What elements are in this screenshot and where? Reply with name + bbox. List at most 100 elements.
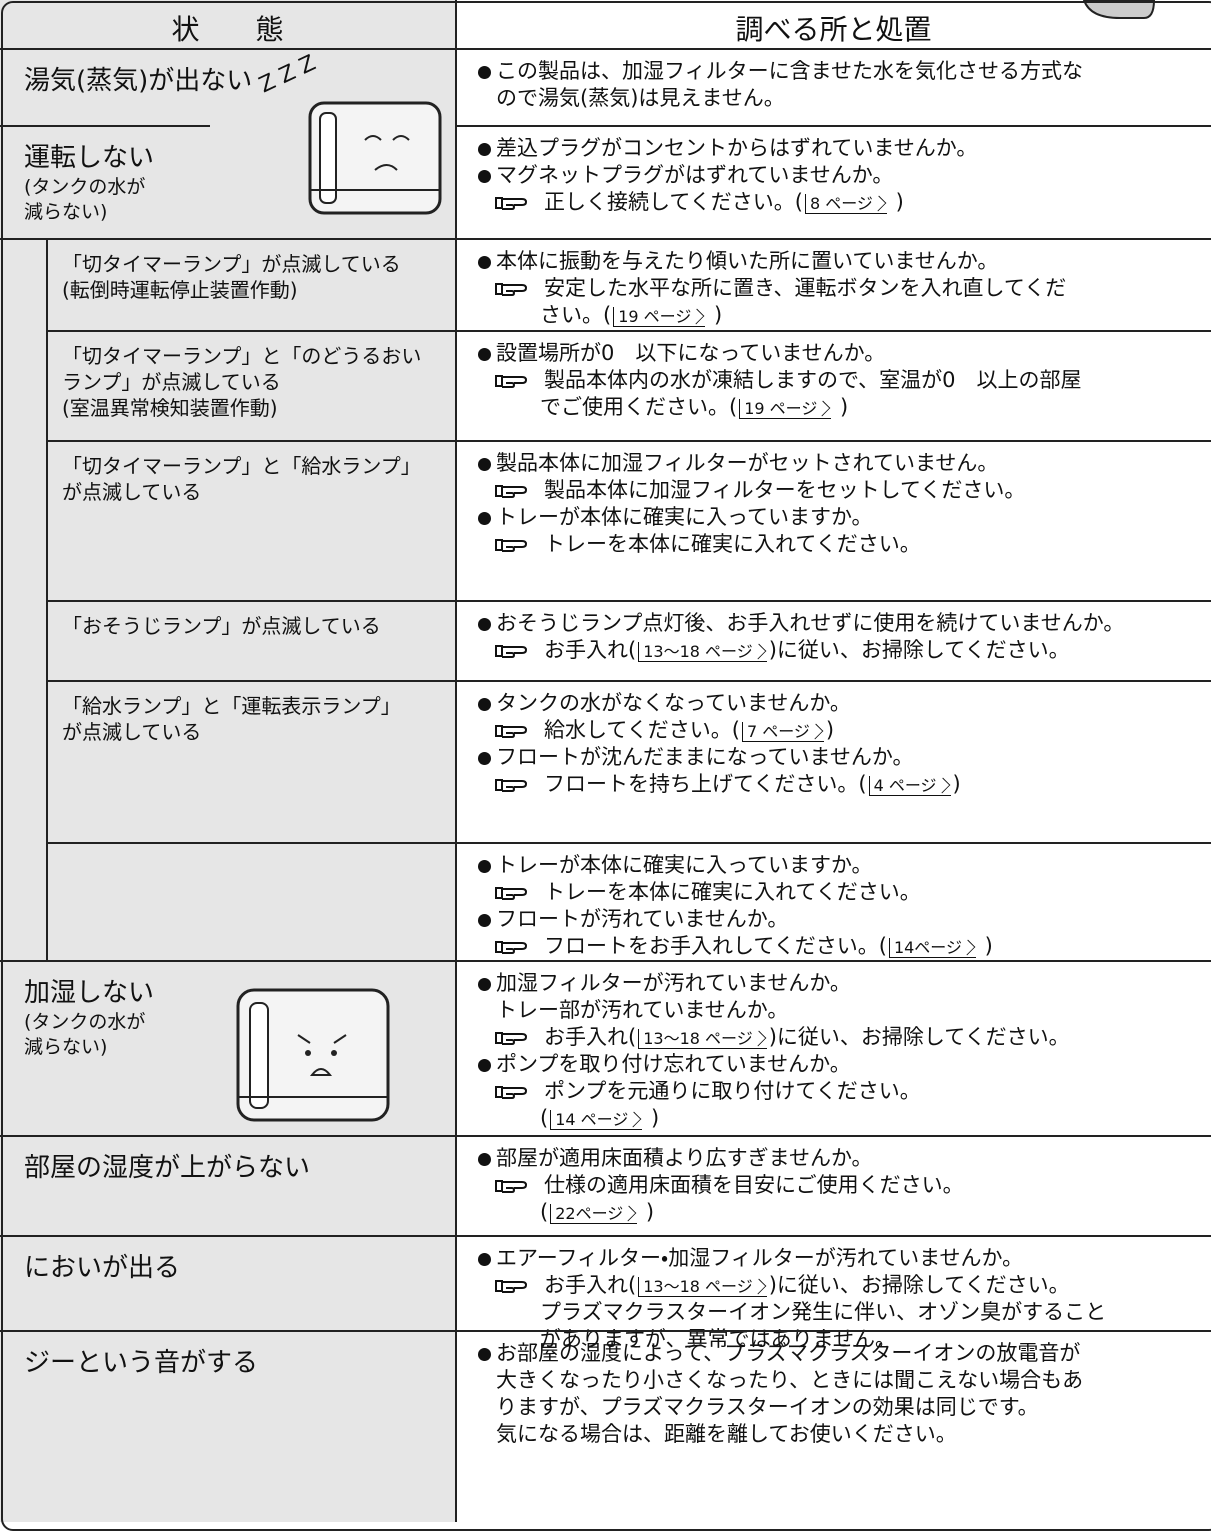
check-line: お手入れ(13～18 ページ)に従い、お掃除してください。 [544, 1024, 1070, 1052]
bullet [478, 1153, 491, 1166]
check-line: トレーが本体に確実に入っていますか。 [496, 504, 873, 531]
header-state: 状 態 [171, 13, 284, 46]
state-note: (タンクの水が [24, 176, 146, 198]
sub-state-label: が点滅している [62, 720, 202, 744]
check-text: ) [833, 395, 849, 419]
check-line: ポンプを元通りに取り付けてください。 [544, 1078, 921, 1105]
check-line: さい。(19 ページ ) [540, 302, 722, 330]
bullet [478, 348, 491, 361]
state-label: においが出る [24, 1253, 181, 1283]
page-ref: 19 ページ [739, 399, 832, 419]
bullet [478, 512, 491, 525]
check-text: フロートをお手入れしてください。( [544, 934, 887, 958]
bullet [478, 618, 491, 631]
check-line: 大きくなったり小さくなったり、ときには聞こえない場合もあ [496, 1367, 1083, 1394]
hand-icon [494, 1277, 528, 1295]
tab-graphic [1082, 0, 1156, 19]
check-line: フロートを持ち上げてください。(4 ページ) [544, 771, 961, 799]
hand-icon [494, 482, 528, 500]
check-line: プラズマクラスターイオン発生に伴い、オゾン臭がすること [540, 1299, 1106, 1326]
check-text: お手入れ( [544, 638, 637, 662]
bullet [478, 752, 491, 765]
hand-icon [494, 280, 528, 298]
check-line: フロートが汚れていませんか。 [496, 906, 788, 933]
check-text: 差込プラグがコンセントからはずれていませんか。 [496, 136, 978, 160]
page-ref: 13～18 ページ [638, 642, 767, 662]
check-line: トレーを本体に確実に入れてください。 [544, 879, 921, 906]
row-divider [48, 842, 456, 844]
page-ref: 13～18 ページ [638, 1277, 767, 1297]
state-note: (タンクの水が [24, 1011, 146, 1033]
check-text: プラズマクラスターイオン発生に伴い、オゾン臭がすること [540, 1300, 1107, 1324]
check-line: この製品は、加湿フィルターに含ませた水を気化させる方式な [496, 58, 1083, 85]
check-text: 製品本体に加湿フィルターをセットしてください。 [544, 478, 1026, 502]
row-divider [0, 960, 456, 962]
bullet [478, 256, 491, 269]
row-divider [0, 1135, 456, 1137]
check-line: 製品本体に加湿フィルターをセットしてください。 [544, 477, 1025, 504]
check-line: 製品本体に加湿フィルターがセットされていません。 [496, 450, 998, 477]
check-text: 給水してください。( [544, 718, 740, 742]
check-text: フロートを持ち上げてください。( [544, 772, 867, 796]
bullet [478, 1348, 491, 1361]
check-line: フロートが沈んだままになっていませんか。 [496, 744, 913, 771]
sub-state-label: (転倒時運転停止装置作動) [62, 278, 298, 302]
check-text: 本体に振動を与えたり傾いた所に置いていませんか。 [496, 249, 999, 273]
state-label: 運転しない [24, 143, 155, 173]
check-text: トレーが本体に確実に入っていますか。 [496, 853, 873, 877]
check-text: ) [825, 718, 835, 742]
check-line: トレーが本体に確実に入っていますか。 [496, 852, 873, 879]
sub-state-label: 「おそうじランプ」が点滅している [62, 614, 381, 638]
row-divider [456, 600, 1211, 602]
check-text: トレーを本体に確実に入れてください。 [544, 880, 921, 904]
check-text: ) [707, 303, 723, 327]
row-divider [456, 1330, 1211, 1332]
check-text: 製品本体内の水が凍結しますので、室温が0 以上の部屋 [544, 368, 1082, 392]
hand-icon [494, 372, 528, 390]
hand-icon [494, 1177, 528, 1195]
page-ref: 7 ページ [741, 722, 824, 742]
check-text: )に従い、お掃除してください。 [768, 1025, 1070, 1049]
check-line: 気になる場合は、距離を離してお使いください。 [496, 1421, 957, 1448]
page-ref: 14 ページ [550, 1110, 643, 1130]
check-text: ポンプを元通りに取り付けてください。 [544, 1079, 921, 1103]
sub-state-label: ランプ」が点滅している [62, 370, 281, 394]
page-ref: 4 ページ [868, 776, 951, 796]
check-text: お手入れ( [544, 1273, 637, 1297]
check-line: りますが、プラズマクラスターイオンの効果は同じです。 [496, 1394, 1039, 1421]
row-divider [456, 960, 1211, 962]
humidifier-sleeping-illustration [308, 101, 442, 215]
check-line: フロートをお手入れしてください。(14ページ ) [544, 933, 993, 961]
check-text: ポンプを取り付け忘れていませんか。 [496, 1052, 851, 1076]
bullet [478, 66, 491, 79]
sub-state-label: 「切タイマーランプ」と「のどうるおい [62, 344, 422, 368]
check-text: さい。( [540, 303, 612, 327]
bullet [478, 1253, 491, 1266]
check-text: 正しく接続してください。( [544, 190, 803, 214]
sub-state-label: (室温異常検知装置作動) [62, 396, 278, 420]
row-divider [456, 238, 1211, 240]
check-text: )に従い、お掃除してください。 [768, 638, 1070, 662]
check-text: ) [952, 772, 961, 796]
sub-state-label: 「切タイマーランプ」が点滅している [62, 252, 401, 276]
row-divider [456, 1135, 1211, 1137]
page-ref: 8 ページ [804, 194, 887, 214]
check-line: 製品本体内の水が凍結しますので、室温が0 以上の部屋 [544, 367, 1082, 394]
bullet [478, 458, 491, 471]
sub-row-indent [46, 238, 48, 960]
state-label: 加湿しない [24, 978, 155, 1008]
check-line: でご使用ください。(19 ページ ) [540, 394, 848, 422]
check-text: ) [888, 190, 904, 214]
page-ref: 22ページ [550, 1204, 638, 1224]
sub-state-label: 「給水ランプ」と「運転表示ランプ」 [62, 694, 401, 718]
check-text: エアーフィルター・加湿フィルターが汚れていませんか。 [496, 1246, 1024, 1270]
row-divider [456, 330, 1211, 332]
check-line: 給水してください。(7 ページ) [544, 717, 834, 745]
check-line: ので湯気(蒸気)は見えません。 [496, 85, 785, 112]
check-text: ) [644, 1106, 660, 1130]
row-divider [456, 125, 1211, 127]
state-note: 減らない) [24, 1036, 108, 1058]
row-divider [48, 330, 456, 332]
